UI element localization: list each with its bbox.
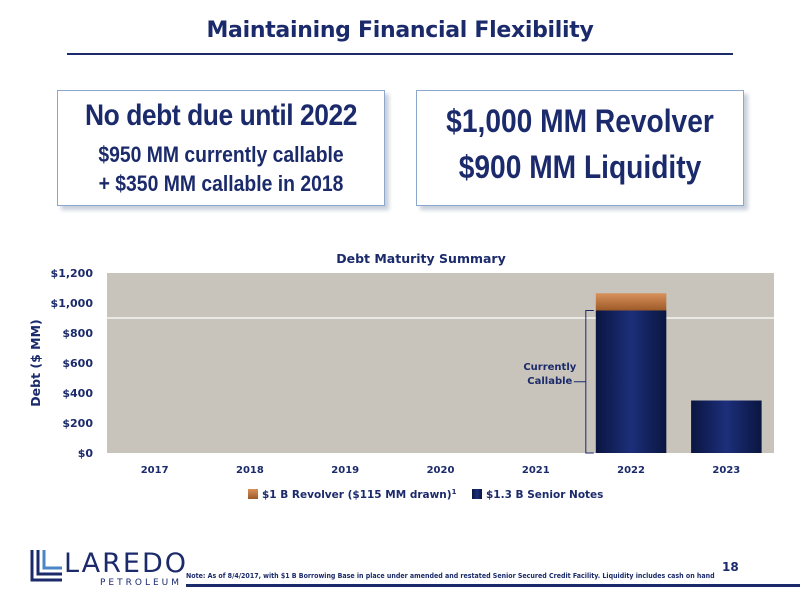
callout-callable-now: $950 MM currently callable: [98, 142, 344, 167]
page-title: Maintaining Financial Flexibility: [206, 18, 594, 43]
x-tick-label: 2021: [522, 465, 550, 476]
bar-senior-notes: [691, 400, 762, 453]
callout-liquidity-amount: $900 MM Liquidity: [458, 149, 702, 185]
legend-revolver-swatch: [248, 489, 258, 499]
debt-maturity-chart: Debt Maturity Summary $0 $200 $400 $600 $800…: [28, 251, 774, 501]
callout-debt-due: No debt due until 2022 $950 MM currently…: [57, 90, 385, 206]
company-logo: LAREDO PETROLEUM: [28, 546, 186, 590]
y-tick-label: $0: [78, 447, 94, 460]
logo-wordmark: LAREDO: [64, 548, 188, 579]
page-number: 18: [722, 560, 739, 574]
callout-liquidity: $1,000 MM Revolver $900 MM Liquidity: [416, 90, 744, 206]
callable-bracket: [585, 310, 594, 454]
callout-revolver: $1,000 MM Revolver: [446, 103, 714, 139]
legend-revolver-label: $1 B Revolver ($115 MM drawn)1: [262, 488, 457, 501]
callout-callable-2018: + $350 MM callable in 2018: [98, 171, 344, 196]
callable-annotation-text: Callable: [527, 376, 572, 387]
callable-annotation-text: Currently: [523, 362, 576, 373]
y-tick-label: $200: [62, 417, 93, 430]
callout-debt-headline: No debt due until 2022: [85, 99, 357, 132]
y-tick-label: $600: [62, 357, 93, 370]
title-divider: [67, 53, 733, 55]
chart-title: Debt Maturity Summary: [336, 251, 506, 266]
legend-senior-notes-swatch: [472, 489, 482, 499]
x-tick-label: 2019: [331, 465, 359, 476]
y-tick-label: $1,200: [51, 267, 94, 280]
footer-divider: [186, 584, 800, 587]
logo-mark-icon: [30, 550, 62, 582]
y-tick-label: $1,000: [51, 297, 94, 310]
plot-area: [107, 273, 774, 453]
x-tick-label: 2018: [236, 465, 264, 476]
bar-revolver: [595, 293, 667, 311]
legend-senior-notes-label: $1.3 B Senior Notes: [486, 489, 603, 501]
x-tick-label: 2020: [427, 465, 455, 476]
y-axis-label: Debt ($ MM): [28, 319, 43, 406]
y-tick-label: $400: [62, 387, 93, 400]
x-tick-label: 2022: [617, 465, 645, 476]
y-tick-label: $800: [62, 327, 93, 340]
x-tick-label: 2023: [712, 465, 740, 476]
footnote: Note: As of 8/4/2017, with $1 B Borrowin…: [186, 572, 715, 580]
bar-senior-notes: [595, 310, 667, 453]
logo-subtitle: PETROLEUM: [100, 578, 183, 588]
x-tick-label: 2017: [141, 465, 169, 476]
